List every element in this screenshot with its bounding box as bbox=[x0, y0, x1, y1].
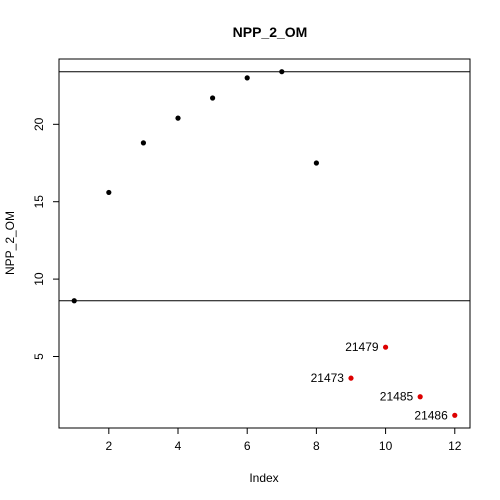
point-0-2 bbox=[140, 140, 147, 146]
x-axis-label: Index bbox=[249, 471, 278, 485]
point-1-1 bbox=[382, 344, 389, 350]
plot-area bbox=[58, 58, 471, 429]
reference-lines bbox=[59, 71, 470, 302]
point-0-7 bbox=[313, 160, 319, 166]
data-points bbox=[71, 69, 458, 418]
point-1-3 bbox=[452, 412, 458, 418]
point-0-1 bbox=[106, 189, 112, 196]
x-tick-label-8: 8 bbox=[313, 439, 320, 453]
point-0-6 bbox=[279, 69, 285, 75]
point-0-5 bbox=[244, 75, 250, 81]
point-0-0 bbox=[71, 298, 77, 304]
point-1-0 bbox=[348, 375, 354, 381]
y-tick-label-15: 15 bbox=[32, 195, 46, 209]
point-1-2 bbox=[417, 394, 423, 400]
y-tick-label-10: 10 bbox=[32, 272, 46, 286]
x-tick-label-2: 2 bbox=[105, 439, 112, 453]
x-tick-label-12: 12 bbox=[448, 439, 462, 453]
y-axis-label: NPP_2_OM bbox=[3, 211, 17, 275]
point-0-4 bbox=[210, 95, 216, 101]
point-label-21473: 21473 bbox=[311, 371, 345, 385]
y-axis: 5 10 15 20 bbox=[32, 117, 59, 360]
chart-title: NPP_2_OM bbox=[233, 24, 308, 40]
point-label-21479: 21479 bbox=[345, 340, 379, 354]
y-tick-label-5: 5 bbox=[32, 353, 46, 360]
x-tick-label-10: 10 bbox=[379, 439, 393, 453]
plot-frame bbox=[58, 58, 471, 429]
point-label-21485: 21485 bbox=[380, 390, 414, 404]
x-axis: 2 4 6 8 10 12 bbox=[105, 428, 462, 453]
point-label-21486: 21486 bbox=[414, 408, 448, 422]
y-tick-label-20: 20 bbox=[32, 117, 46, 131]
x-tick-label-6: 6 bbox=[244, 439, 251, 453]
x-tick-label-4: 4 bbox=[175, 439, 182, 453]
point-0-3 bbox=[175, 115, 181, 121]
